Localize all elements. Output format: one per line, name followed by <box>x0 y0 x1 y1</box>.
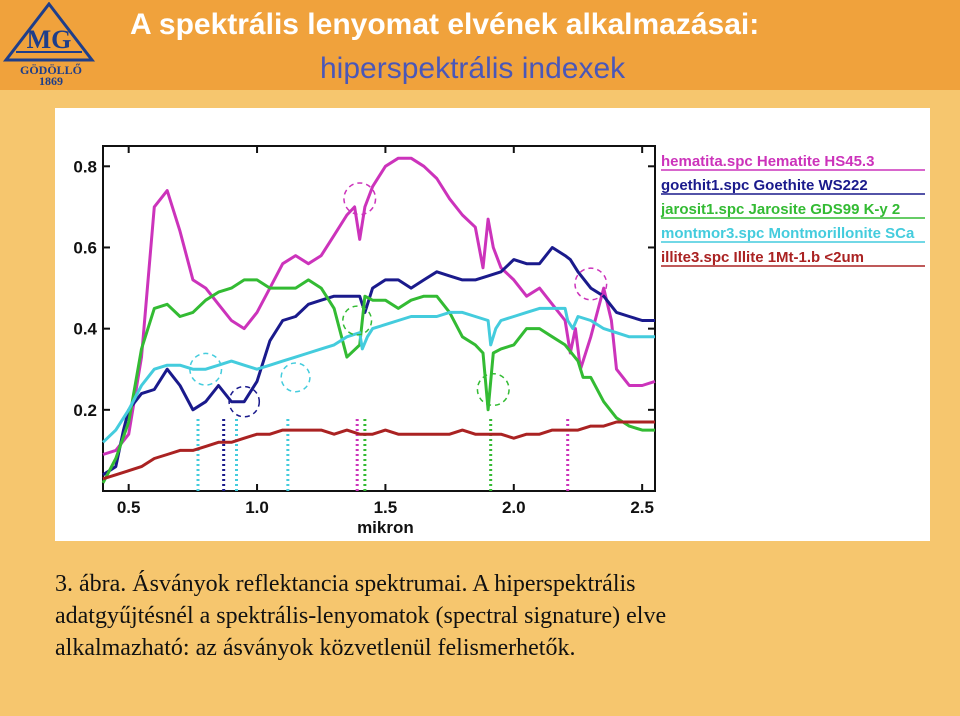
caption-line-3: alkalmazható: az ásványok közvetlenül fe… <box>55 635 576 661</box>
caption-line-2: adatgyűjtésnél a spektrális-lenyomatok (… <box>55 603 667 629</box>
feature-circle <box>189 352 223 386</box>
legend-entry: jarosit1.spc Jarosite GDS99 K-y 2 <box>660 201 900 218</box>
plot-frame <box>102 145 656 492</box>
x-tick-label: 1.0 <box>245 498 269 517</box>
university-logo: MG GÖDÖLLŐ 1869 <box>2 1 96 88</box>
x-axis-label: mikron <box>357 518 414 537</box>
feature-circle <box>476 372 510 407</box>
x-tick-label: 1.5 <box>374 498 398 517</box>
feature-circle <box>228 385 261 418</box>
y-tick-label: 0.8 <box>73 157 97 176</box>
feature-circle <box>342 305 373 336</box>
x-tick-label: 2.5 <box>630 498 654 517</box>
legend-entry: montmor3.spc Montmorillonite SCa <box>661 225 915 242</box>
feature-circle <box>343 182 377 216</box>
logo-year: 1869 <box>39 74 63 88</box>
feature-circle <box>280 362 311 393</box>
y-tick-label: 0.6 <box>73 238 97 257</box>
series-line-0 <box>102 156 656 456</box>
svg-text:MG: MG <box>27 25 72 54</box>
logo-emblem-icon: MG <box>2 1 96 62</box>
spectra-chart: 0.5 1.0 1.5 2.0 2.5 0.2 0.4 0.6 0.8 mikron hematit… <box>55 108 930 541</box>
series-line-3 <box>101 306 655 444</box>
legend-entry: goethit1.spc Goethite WS222 <box>661 177 868 194</box>
legend-entry: illite3.spc Illite 1Mt-1.b <2um <box>661 249 864 266</box>
page-title: A spektrális lenyomat elvének alkalmazás… <box>130 8 760 41</box>
figure-caption: 3. ábra. Ásványok reflektancia spektruma… <box>55 568 935 664</box>
series-line-2 <box>101 278 655 484</box>
series-line-1 <box>102 246 655 477</box>
x-tick-label: 0.5 <box>117 498 141 517</box>
legend-entry: hematita.spc Hematite HS45.3 <box>661 153 874 170</box>
y-tick-label: 0.2 <box>73 401 97 420</box>
logo-text: GÖDÖLLŐ <box>19 63 82 77</box>
header-bar: MG GÖDÖLLŐ 1869 A spektrális lenyomat el… <box>0 0 960 90</box>
page-subtitle: hiperspektrális indexek <box>320 52 626 85</box>
x-tick-label: 2.0 <box>502 498 526 517</box>
caption-line-1: 3. ábra. Ásványok reflektancia spektruma… <box>55 571 636 597</box>
series-line-4 <box>102 420 655 481</box>
y-tick-label: 0.4 <box>73 320 97 339</box>
feature-circle <box>574 267 608 301</box>
chart-canvas: 0.5 1.0 1.5 2.0 2.5 0.2 0.4 0.6 0.8 mikron hematit… <box>73 145 925 537</box>
